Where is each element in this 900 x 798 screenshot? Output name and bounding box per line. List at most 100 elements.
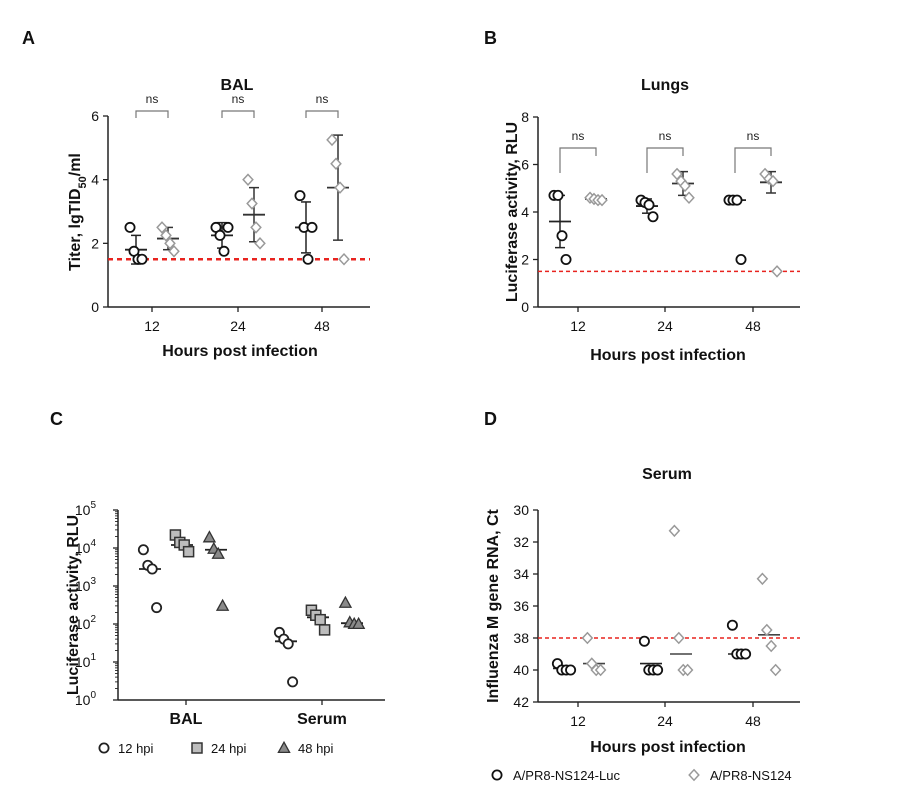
- data-point: [242, 173, 254, 186]
- y-tick-label: 8: [521, 109, 529, 125]
- data-point: [294, 190, 306, 202]
- x-group-label: Serum: [297, 711, 347, 728]
- data-point: [767, 174, 779, 188]
- data-point: [726, 619, 738, 631]
- x-tick-label: 12: [570, 713, 586, 729]
- y-tick-label: 105: [75, 500, 97, 518]
- chart-d-title: Serum: [642, 466, 692, 483]
- data-point: [731, 194, 743, 206]
- data-point: [338, 595, 353, 608]
- data-point: [556, 230, 568, 242]
- chart-a-ylabel: Titer, lgTID50/ml: [67, 153, 89, 271]
- x-group-label: BAL: [170, 711, 203, 728]
- data-point: [302, 253, 314, 265]
- legend-label: 24 hpi: [211, 741, 247, 756]
- panel-letter-d: D: [484, 409, 497, 429]
- chart-a-xlabel: Hours post infection: [162, 343, 318, 360]
- chart-d: 30 32 34 36 38 40 42 12 24 48 A/PR8-NS124-Luc A/PR8…: [491, 502, 800, 783]
- legend-marker: [491, 769, 503, 781]
- data-point: [672, 631, 685, 645]
- y-tick-label: 6: [91, 108, 99, 124]
- significance-label: ns: [572, 129, 585, 143]
- significance-label: ns: [232, 92, 245, 106]
- significance-label: ns: [747, 129, 760, 143]
- data-point: [202, 530, 217, 543]
- legend-marker: [277, 740, 291, 754]
- data-point: [560, 253, 572, 265]
- x-tick-label: 12: [570, 318, 586, 334]
- y-tick-label: 100: [75, 690, 97, 708]
- panel-letter-b: B: [484, 28, 497, 48]
- x-tick-label: 24: [657, 713, 673, 729]
- y-tick-label: 0: [91, 299, 99, 315]
- data-point: [306, 221, 318, 233]
- chart-c-ylabel: Luciferase activity, RLU: [65, 515, 82, 695]
- data-point: [214, 229, 226, 241]
- y-tick-label: 104: [75, 538, 97, 556]
- y-tick-label: 0: [521, 299, 529, 315]
- data-point: [769, 663, 782, 677]
- chart-d-xlabel: Hours post infection: [590, 739, 746, 756]
- significance-label: ns: [659, 129, 672, 143]
- y-tick-label: 6: [521, 157, 529, 173]
- data-point: [351, 616, 366, 630]
- panel-letter-c: C: [50, 409, 63, 429]
- significance-bracket: [221, 110, 255, 118]
- significance-bracket: [135, 110, 169, 118]
- data-point: [638, 635, 650, 647]
- y-tick-label: 32: [513, 534, 529, 550]
- chart-b-xlabel: Hours post infection: [590, 347, 746, 364]
- data-point: [151, 602, 163, 614]
- data-point: [683, 191, 695, 205]
- data-point: [246, 197, 258, 210]
- data-point: [156, 221, 168, 234]
- data-point: [765, 639, 778, 653]
- data-point: [282, 638, 294, 650]
- data-point: [124, 221, 136, 233]
- y-tick-label: 40: [513, 662, 529, 678]
- legend-marker: [191, 742, 203, 754]
- data-point: [215, 598, 230, 611]
- x-tick-label: 48: [745, 318, 761, 334]
- data-point: [330, 157, 342, 171]
- legend-marker: [688, 768, 700, 782]
- x-tick-label: 24: [230, 318, 246, 334]
- data-point: [250, 221, 262, 234]
- data-point: [681, 663, 694, 677]
- legend-label: 12 hpi: [118, 741, 154, 756]
- data-point: [314, 613, 326, 626]
- chart-a-title: BAL: [221, 77, 254, 94]
- data-point: [735, 253, 747, 265]
- data-point: [338, 252, 350, 266]
- data-point: [222, 221, 234, 233]
- data-point: [552, 189, 564, 201]
- data-point: [771, 265, 783, 278]
- data-point: [334, 181, 346, 194]
- legend-marker: [98, 742, 110, 754]
- chart-b-title: Lungs: [641, 77, 689, 94]
- significance-bracket: [559, 147, 597, 173]
- significance-bracket: [734, 147, 772, 173]
- y-tick-label: 2: [91, 235, 99, 251]
- chart-b-ylabel: Luciferase activity, RLU: [504, 122, 521, 302]
- significance-bracket: [646, 147, 684, 173]
- data-point: [160, 229, 172, 242]
- data-point: [287, 676, 299, 688]
- data-point: [218, 245, 230, 257]
- y-tick-label: 38: [513, 630, 529, 646]
- y-tick-label: 102: [75, 614, 97, 632]
- significance-label: ns: [316, 92, 329, 106]
- legend-label: A/PR8-NS124-Luc: [513, 768, 620, 783]
- y-tick-label: 4: [91, 172, 99, 188]
- data-point: [211, 546, 225, 559]
- data-point: [182, 545, 195, 558]
- data-point: [740, 648, 752, 660]
- legend-label: 48 hpi: [298, 741, 334, 756]
- data-point: [168, 244, 180, 258]
- data-point: [318, 624, 331, 636]
- data-point: [668, 524, 681, 538]
- data-point: [581, 631, 594, 645]
